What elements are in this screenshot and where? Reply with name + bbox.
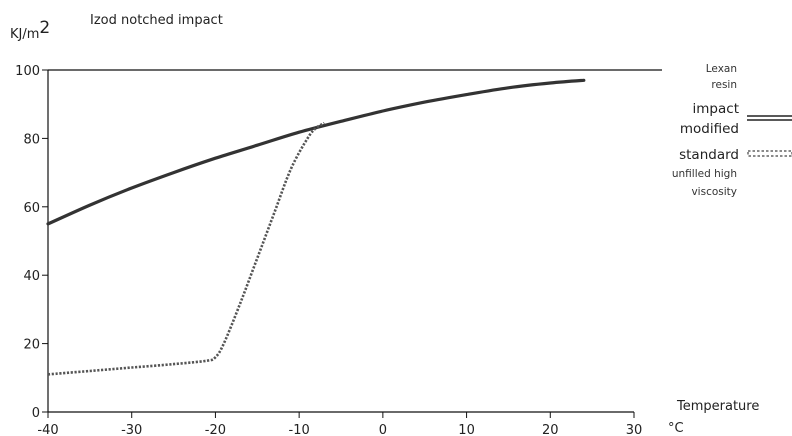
x-tick-label: 20 xyxy=(542,423,559,436)
legend-standard-swatch xyxy=(747,150,792,157)
legend-impact-line1: impact xyxy=(693,101,739,117)
legend-heading-line1: Lexan xyxy=(706,63,737,75)
x-tick-label: -40 xyxy=(37,423,58,436)
legend-impact-swatch xyxy=(747,115,792,121)
series-0 xyxy=(46,78,586,226)
chart-title: Izod notched impact xyxy=(90,13,223,28)
y-tick-label: 20 xyxy=(23,338,40,353)
x-tick-label: 30 xyxy=(626,423,643,436)
x-tick-label: 10 xyxy=(458,423,475,436)
x-tick-label: -10 xyxy=(289,423,310,436)
x-axis-label: Temperature xyxy=(676,399,759,414)
legend-standard-line3: viscosity xyxy=(691,186,737,198)
axes: -40 -30 -20 -10 0 10 20 30 0 20 40 60 80 100 xyxy=(15,64,662,436)
series-line-standard xyxy=(47,121,326,376)
y-axis-label: KJ/m2 xyxy=(10,18,50,42)
series-1 xyxy=(47,121,326,376)
y-tick-label: 80 xyxy=(23,132,40,147)
y-axis-label-sup: 2 xyxy=(39,18,50,38)
legend-impact-line2: modified xyxy=(680,121,739,137)
x-tick-label: -30 xyxy=(121,423,142,436)
y-axis-label-base: KJ/m xyxy=(10,27,39,42)
legend-heading-line2: resin xyxy=(711,79,737,91)
y-tick-label: 0 xyxy=(32,406,40,421)
y-tick-label: 60 xyxy=(23,201,40,216)
x-tick-label: 0 xyxy=(379,423,387,436)
x-axis-title-group: Temperature °C xyxy=(668,399,759,436)
series-layer xyxy=(46,78,586,376)
y-tick-label: 40 xyxy=(23,269,40,284)
legend-standard-line2: unfilled high xyxy=(672,168,737,180)
legend-standard-line1: standard xyxy=(679,147,739,163)
x-tick-label: -20 xyxy=(205,423,226,436)
legend: Lexan resin impact modified standard unf… xyxy=(672,63,792,198)
series-line-impact-modified xyxy=(46,78,586,226)
y-tick-label: 100 xyxy=(15,64,40,79)
chart-title-group: Izod notched impact KJ/m2 xyxy=(10,13,223,42)
x-axis-unit: °C xyxy=(668,421,684,436)
